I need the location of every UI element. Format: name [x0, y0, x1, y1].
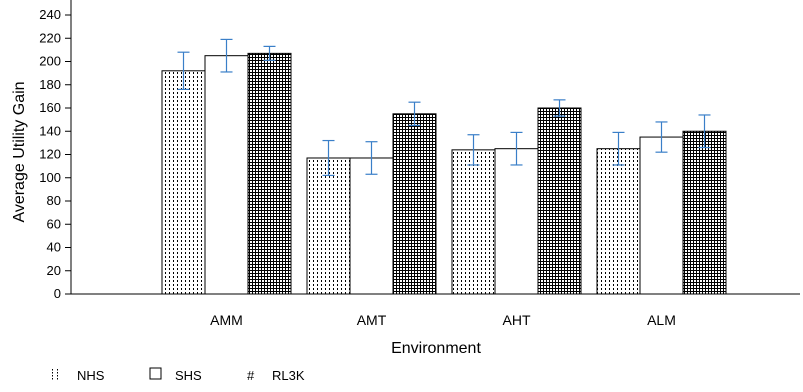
y-tick-label: 120: [39, 147, 61, 162]
x-tick-label: ALM: [647, 312, 676, 328]
error-bars: [177, 38, 711, 177]
y-tick-label: 180: [39, 77, 61, 92]
legend-swatch-nhs: [52, 369, 58, 380]
bar-shs-amt: [349, 157, 394, 295]
bar-rl3k-aht: [537, 107, 582, 295]
y-tick-label: 240: [39, 7, 61, 22]
y-tick-label: 40: [47, 240, 61, 255]
bar-rl3k-amt: [392, 113, 437, 295]
y-tick-label: 220: [39, 30, 61, 45]
bar-nhs-aht: [451, 149, 496, 295]
bars: [161, 52, 727, 295]
y-tick-label: 0: [54, 286, 61, 301]
x-ticks: AMM AMT AHT ALM: [210, 312, 676, 328]
y-axis: 0 20 40 60 80 100 120 140 160 180 200 220 240 Averag…: [11, 0, 72, 301]
x-axis-label: Environment: [391, 340, 481, 357]
y-axis-label: Average Utility Gain: [11, 81, 28, 222]
y-tick-label: 20: [47, 263, 61, 278]
x-tick-label: AMM: [210, 312, 243, 328]
y-tick-label: 200: [39, 54, 61, 69]
y-tick-label: 140: [39, 123, 61, 138]
legend-label-rl3k: RL3K: [272, 368, 305, 383]
legend-swatch-shs: [149, 367, 162, 380]
legend: NHS SHS # RL3K: [52, 367, 305, 383]
bar-rl3k-amm: [247, 52, 292, 295]
legend-label-shs: SHS: [175, 368, 202, 383]
y-ticks: 0 20 40 60 80 100 120 140 160 180 200 220 240: [39, 7, 71, 301]
y-tick-label: 60: [47, 216, 61, 231]
x-tick-label: AHT: [503, 312, 531, 328]
legend-label-nhs: NHS: [77, 368, 105, 383]
bar-rl3k-alm: [682, 130, 727, 295]
x-tick-label: AMT: [357, 312, 387, 328]
x-axis: AMM AMT AHT ALM Environment: [71, 293, 800, 357]
bar-shs-amm: [204, 55, 249, 295]
y-tick-label: 160: [39, 100, 61, 115]
y-tick-label: 80: [47, 193, 61, 208]
bar-shs-aht: [494, 148, 539, 295]
bar-nhs-amm: [161, 70, 206, 295]
bar-nhs-amt: [306, 157, 351, 295]
legend-swatch-rl3k: #: [247, 368, 255, 383]
y-tick-label: 100: [39, 170, 61, 185]
bar-nhs-alm: [596, 148, 641, 295]
bar-shs-alm: [639, 136, 684, 295]
